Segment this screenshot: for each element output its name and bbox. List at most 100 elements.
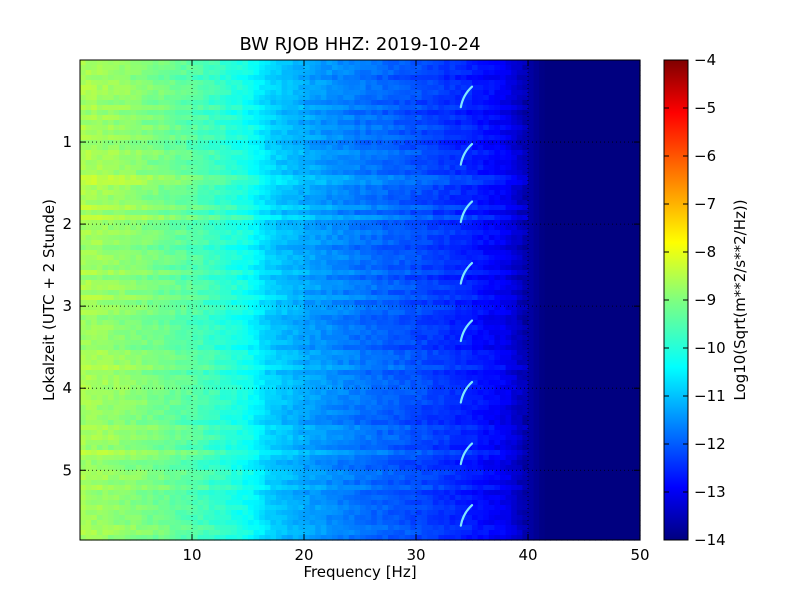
heatmap-cell — [354, 70, 361, 76]
heatmap-cell — [556, 240, 563, 246]
heatmap-cell — [572, 225, 579, 231]
heatmap-cell — [315, 260, 322, 266]
heatmap-cell — [281, 290, 288, 296]
heatmap-cell — [472, 95, 479, 101]
heatmap-cell — [511, 170, 518, 176]
heatmap-cell — [528, 295, 535, 301]
heatmap-cell — [197, 185, 204, 191]
heatmap-cell — [108, 210, 115, 216]
heatmap-cell — [360, 280, 367, 286]
heatmap-cell — [214, 230, 221, 236]
heatmap-cell — [388, 270, 395, 276]
heatmap-cell — [505, 175, 512, 181]
heatmap-cell — [214, 165, 221, 171]
heatmap-cell — [416, 275, 423, 281]
heatmap-cell — [136, 115, 143, 121]
heatmap-cell — [533, 130, 540, 136]
heatmap-cell — [152, 185, 159, 191]
heatmap-cell — [136, 270, 143, 276]
heatmap-cell — [522, 265, 529, 271]
heatmap-cell — [287, 295, 294, 301]
heatmap-cell — [483, 170, 490, 176]
heatmap-cell — [617, 190, 624, 196]
heatmap-cell — [388, 250, 395, 256]
heatmap-cell — [136, 155, 143, 161]
heatmap-cell — [186, 275, 193, 281]
heatmap-cell — [516, 285, 523, 291]
heatmap-cell — [360, 150, 367, 156]
heatmap-cell — [141, 240, 148, 246]
heatmap-cell — [253, 95, 260, 101]
heatmap-cell — [606, 60, 613, 66]
heatmap-cell — [466, 180, 473, 186]
heatmap-cell — [253, 180, 260, 186]
heatmap-cell — [309, 85, 316, 91]
heatmap-cell — [589, 300, 596, 306]
heatmap-cell — [220, 260, 227, 266]
heatmap-cell — [522, 190, 529, 196]
heatmap-cell — [561, 175, 568, 181]
heatmap-cell — [623, 215, 630, 221]
heatmap-cell — [169, 195, 176, 201]
heatmap-cell — [500, 190, 507, 196]
heatmap-cell — [404, 160, 411, 166]
heatmap-cell — [432, 75, 439, 81]
heatmap-cell — [410, 185, 417, 191]
heatmap-cell — [281, 200, 288, 206]
heatmap-cell — [220, 160, 227, 166]
heatmap-cell — [214, 250, 221, 256]
heatmap-cell — [533, 195, 540, 201]
heatmap-cell — [85, 225, 92, 231]
heatmap-cell — [623, 110, 630, 116]
heatmap-cell — [561, 90, 568, 96]
heatmap-cell — [225, 195, 232, 201]
heatmap-cell — [164, 160, 171, 166]
heatmap-cell — [500, 275, 507, 281]
heatmap-cell — [80, 135, 87, 141]
heatmap-cell — [528, 305, 535, 311]
heatmap-cell — [119, 65, 126, 71]
heatmap-cell — [376, 195, 383, 201]
heatmap-cell — [315, 75, 322, 81]
heatmap-cell — [572, 300, 579, 306]
heatmap-cell — [91, 195, 98, 201]
heatmap-cell — [606, 230, 613, 236]
heatmap-cell — [421, 290, 428, 296]
heatmap-cell — [600, 130, 607, 136]
heatmap-cell — [505, 305, 512, 311]
heatmap-cell — [533, 225, 540, 231]
heatmap-cell — [208, 175, 215, 181]
heatmap-cell — [326, 275, 333, 281]
heatmap-cell — [147, 220, 154, 226]
heatmap-cell — [242, 150, 249, 156]
heatmap-cell — [584, 270, 591, 276]
heatmap-cell — [388, 200, 395, 206]
heatmap-cell — [220, 170, 227, 176]
heatmap-cell — [416, 80, 423, 86]
heatmap-cell — [533, 155, 540, 161]
heatmap-cell — [136, 195, 143, 201]
heatmap-cell — [197, 100, 204, 106]
heatmap-cell — [617, 180, 624, 186]
heatmap-cell — [612, 205, 619, 211]
heatmap-cell — [444, 120, 451, 126]
heatmap-cell — [382, 80, 389, 86]
heatmap-cell — [130, 225, 137, 231]
heatmap-cell — [455, 130, 462, 136]
heatmap-cell — [595, 185, 602, 191]
heatmap-cell — [388, 160, 395, 166]
heatmap-cell — [96, 275, 103, 281]
heatmap-cell — [225, 210, 232, 216]
heatmap-cell — [399, 195, 406, 201]
heatmap-cell — [483, 300, 490, 306]
heatmap-cell — [130, 235, 137, 241]
heatmap-cell — [628, 185, 635, 191]
heatmap-cell — [287, 205, 294, 211]
heatmap-cell — [220, 175, 227, 181]
heatmap-cell — [113, 75, 120, 81]
heatmap-cell — [141, 115, 148, 121]
heatmap-cell — [248, 155, 255, 161]
heatmap-cell — [270, 260, 277, 266]
heatmap-cell — [455, 270, 462, 276]
heatmap-cell — [91, 95, 98, 101]
